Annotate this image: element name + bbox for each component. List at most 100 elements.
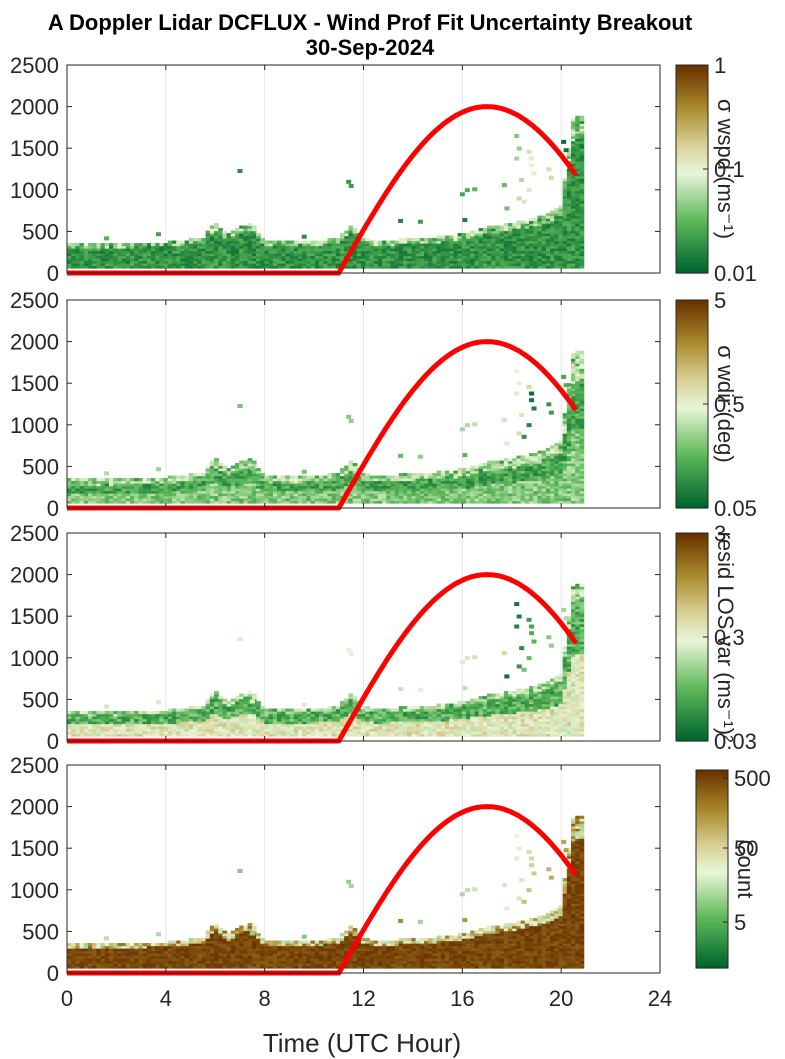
heatmap-cell — [340, 233, 345, 237]
heatmap-cell — [146, 733, 152, 737]
heatmap-cell — [235, 728, 240, 732]
heatmap-cell — [155, 255, 161, 259]
heatmap-cell — [562, 498, 568, 502]
heatmap-cell — [71, 495, 77, 499]
heatmap-cell — [386, 708, 392, 712]
heatmap-cell — [562, 440, 568, 444]
heatmap-cell — [230, 488, 236, 492]
heatmap-cell — [352, 728, 358, 732]
heatmap-cell — [121, 250, 127, 254]
colorbar-segment — [676, 221, 708, 226]
heatmap-cell — [243, 488, 249, 492]
heatmap-cell — [514, 156, 520, 161]
heatmap-cell — [466, 495, 471, 499]
heatmap-cell — [579, 375, 585, 379]
heatmap-cell — [428, 240, 434, 244]
heatmap-cell — [159, 723, 165, 727]
heatmap-cell — [239, 230, 245, 234]
heatmap-cell — [100, 263, 106, 267]
heatmap-cell — [176, 726, 182, 730]
heatmap-cell — [466, 243, 471, 247]
heatmap-cell — [109, 258, 114, 262]
heatmap-cell — [167, 245, 173, 249]
heatmap-cell — [411, 713, 417, 717]
heatmap-cell — [365, 490, 371, 494]
heatmap-cell — [424, 475, 429, 479]
heatmap-cell — [239, 250, 245, 254]
heatmap-cell — [83, 733, 89, 737]
heatmap-cell — [415, 731, 421, 735]
heatmap-cell — [470, 265, 476, 269]
heatmap-cell — [411, 253, 417, 257]
heatmap-cell — [579, 420, 585, 424]
heatmap-cell — [104, 253, 110, 257]
heatmap-cell — [579, 393, 585, 397]
heatmap-cell — [134, 733, 140, 737]
heatmap-cell — [243, 696, 249, 700]
heatmap-cell — [449, 488, 455, 492]
heatmap-cell — [142, 711, 148, 715]
heatmap-cell — [100, 250, 106, 254]
heatmap-cell — [226, 713, 232, 717]
heatmap-cell — [327, 488, 333, 492]
heatmap-cell — [142, 733, 148, 737]
heatmap-cell — [319, 258, 324, 262]
heatmap-cell — [222, 698, 228, 702]
heatmap-cell — [453, 258, 459, 262]
colorbar-segment — [676, 497, 708, 502]
heatmap-cell — [562, 448, 568, 452]
heatmap-cell — [440, 258, 446, 262]
heatmap-cell — [508, 265, 513, 269]
heatmap-cell — [163, 495, 169, 499]
heatmap-cell — [365, 485, 371, 489]
heatmap-cell — [184, 480, 190, 484]
heatmap-cell — [579, 365, 585, 369]
heatmap-cell — [79, 731, 85, 735]
heatmap-cell — [281, 243, 287, 247]
heatmap-cell — [314, 500, 320, 504]
heatmap-cell — [172, 480, 177, 484]
heatmap-cell — [554, 470, 560, 474]
heatmap-cell — [356, 726, 362, 730]
heatmap-cell — [491, 500, 497, 504]
heatmap-cell — [235, 240, 240, 244]
heatmap-cell — [340, 721, 345, 725]
heatmap-cell — [373, 498, 379, 502]
heatmap-cell — [222, 470, 228, 474]
heatmap-cell — [514, 134, 520, 139]
heatmap-cell — [457, 468, 463, 472]
heatmap-cell — [529, 490, 534, 494]
heatmap-cell — [331, 248, 337, 252]
heatmap-cell — [289, 260, 295, 264]
heatmap-cell — [235, 265, 240, 269]
heatmap-cell — [579, 408, 585, 412]
heatmap-cell — [361, 238, 366, 242]
heatmap-cell — [134, 485, 140, 489]
heatmap-cell — [541, 235, 547, 239]
heatmap-cell — [209, 698, 215, 702]
heatmap-cell — [289, 713, 295, 717]
heatmap-cell — [193, 240, 198, 244]
heatmap-cell — [302, 495, 308, 499]
heatmap-cell — [104, 255, 110, 259]
heatmap-cell — [285, 500, 291, 504]
heatmap-cell — [67, 721, 72, 725]
heatmap-cell — [432, 260, 438, 264]
heatmap-cell — [100, 731, 106, 735]
heatmap-cell — [146, 493, 152, 497]
heatmap-cell — [550, 258, 555, 262]
heatmap-cell — [520, 468, 526, 472]
heatmap-cell — [478, 495, 484, 499]
heatmap-cell — [167, 728, 173, 732]
heatmap-cell — [407, 483, 413, 487]
heatmap-cell — [566, 480, 572, 484]
heatmap-cell — [516, 463, 522, 467]
heatmap-cell — [302, 500, 308, 504]
heatmap-cell — [398, 728, 404, 732]
heatmap-cell — [298, 250, 303, 254]
heatmap-cell — [239, 473, 245, 477]
heatmap-cell — [243, 238, 249, 242]
heatmap-cell — [533, 235, 539, 239]
heatmap-cell — [146, 265, 152, 269]
heatmap-cell — [562, 480, 568, 484]
